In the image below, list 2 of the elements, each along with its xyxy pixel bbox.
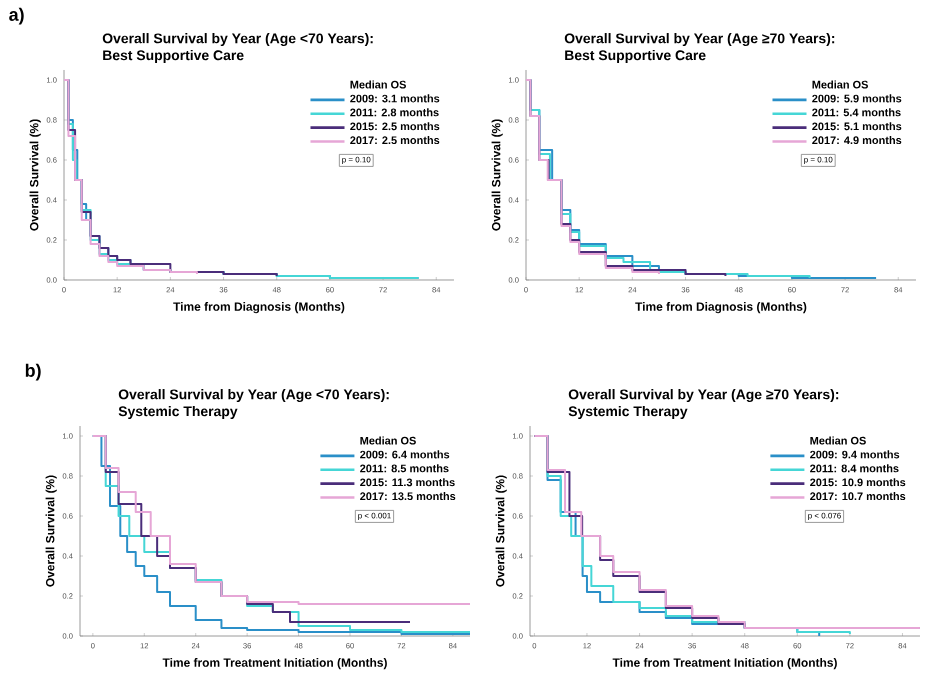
text: a) <box>9 7 24 25</box>
text: b) <box>25 363 41 381</box>
